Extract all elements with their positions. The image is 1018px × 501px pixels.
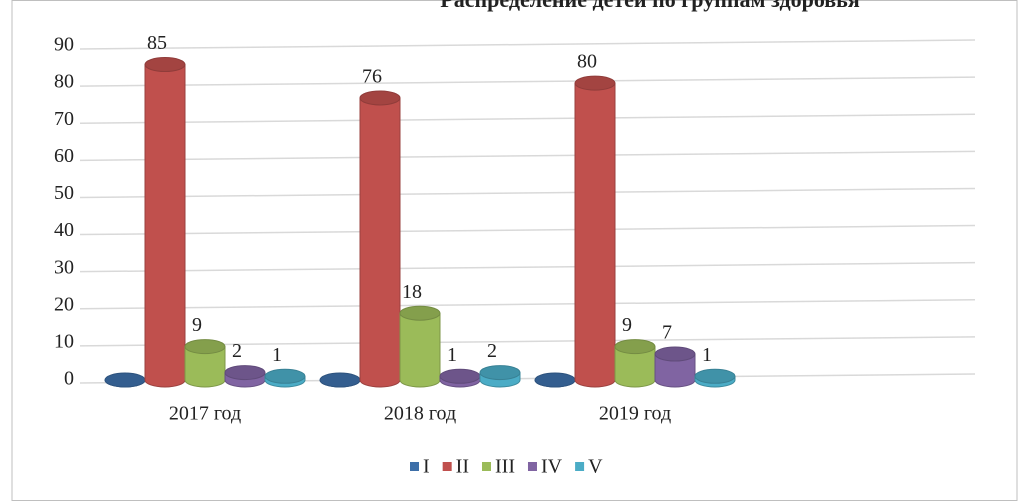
legend-swatch xyxy=(442,462,452,471)
legend-label: I xyxy=(423,456,430,478)
bar-top xyxy=(439,368,481,384)
value-label: 80 xyxy=(577,51,597,73)
grid-line xyxy=(79,150,976,162)
grid-line xyxy=(79,76,976,87)
grid-line xyxy=(79,224,976,236)
bar xyxy=(359,97,401,388)
bar-top xyxy=(359,90,401,106)
y-tick-label: 0 xyxy=(64,368,74,390)
y-tick-label: 30 xyxy=(54,256,74,278)
bar-top xyxy=(654,346,696,362)
x-tick-label: 2018 год xyxy=(384,403,456,425)
legend-swatch xyxy=(410,462,419,471)
y-tick-label: 10 xyxy=(54,330,74,352)
value-label: 2 xyxy=(487,340,497,362)
bar-top xyxy=(614,339,656,355)
value-label: 76 xyxy=(362,66,382,88)
y-tick-label: 90 xyxy=(54,34,74,56)
x-tick-label: 2019 год xyxy=(599,403,671,425)
legend-label: III xyxy=(495,456,515,478)
y-tick-label: 80 xyxy=(54,71,74,93)
bar-top xyxy=(574,75,616,91)
value-label: 85 xyxy=(147,32,167,54)
bar-top xyxy=(144,57,186,73)
chart-title: Распределение детей по группам здоровья xyxy=(440,0,860,12)
bar-top xyxy=(184,339,226,355)
legend-label: IV xyxy=(541,456,563,478)
legend-swatch xyxy=(527,462,537,471)
value-label: 1 xyxy=(447,344,457,366)
bar-top xyxy=(319,372,361,388)
y-tick-label: 50 xyxy=(54,182,74,204)
y-tick-label: 40 xyxy=(54,219,74,241)
legend-swatch xyxy=(482,462,491,471)
value-label: 2 xyxy=(232,340,242,362)
bar-top xyxy=(399,305,441,321)
grid-line xyxy=(79,39,976,50)
value-label: 1 xyxy=(272,344,282,366)
bar-top xyxy=(479,365,521,381)
y-tick-label: 60 xyxy=(54,145,74,167)
value-label: 18 xyxy=(402,281,422,303)
legend-label: V xyxy=(588,456,603,478)
grid-line xyxy=(79,187,976,199)
bar-top xyxy=(534,372,576,388)
x-tick-label: 2017 год xyxy=(169,403,241,425)
bar xyxy=(144,64,186,388)
bar-top xyxy=(264,368,306,384)
bar-top xyxy=(104,372,146,388)
bar-top xyxy=(224,365,266,381)
value-label: 9 xyxy=(192,314,202,336)
legend-swatch xyxy=(575,462,585,471)
value-label: 1 xyxy=(702,344,712,366)
legend-label: II xyxy=(456,456,469,478)
grid-line xyxy=(79,299,976,310)
bar-top xyxy=(694,368,736,384)
grid-line xyxy=(79,261,976,273)
grid-line xyxy=(79,336,976,347)
value-label: 7 xyxy=(662,322,672,344)
y-tick-label: 20 xyxy=(54,293,74,315)
bar xyxy=(399,312,441,388)
grid-line xyxy=(79,113,976,124)
value-label: 9 xyxy=(622,314,632,336)
y-tick-label: 70 xyxy=(54,108,74,130)
bar xyxy=(574,82,616,388)
